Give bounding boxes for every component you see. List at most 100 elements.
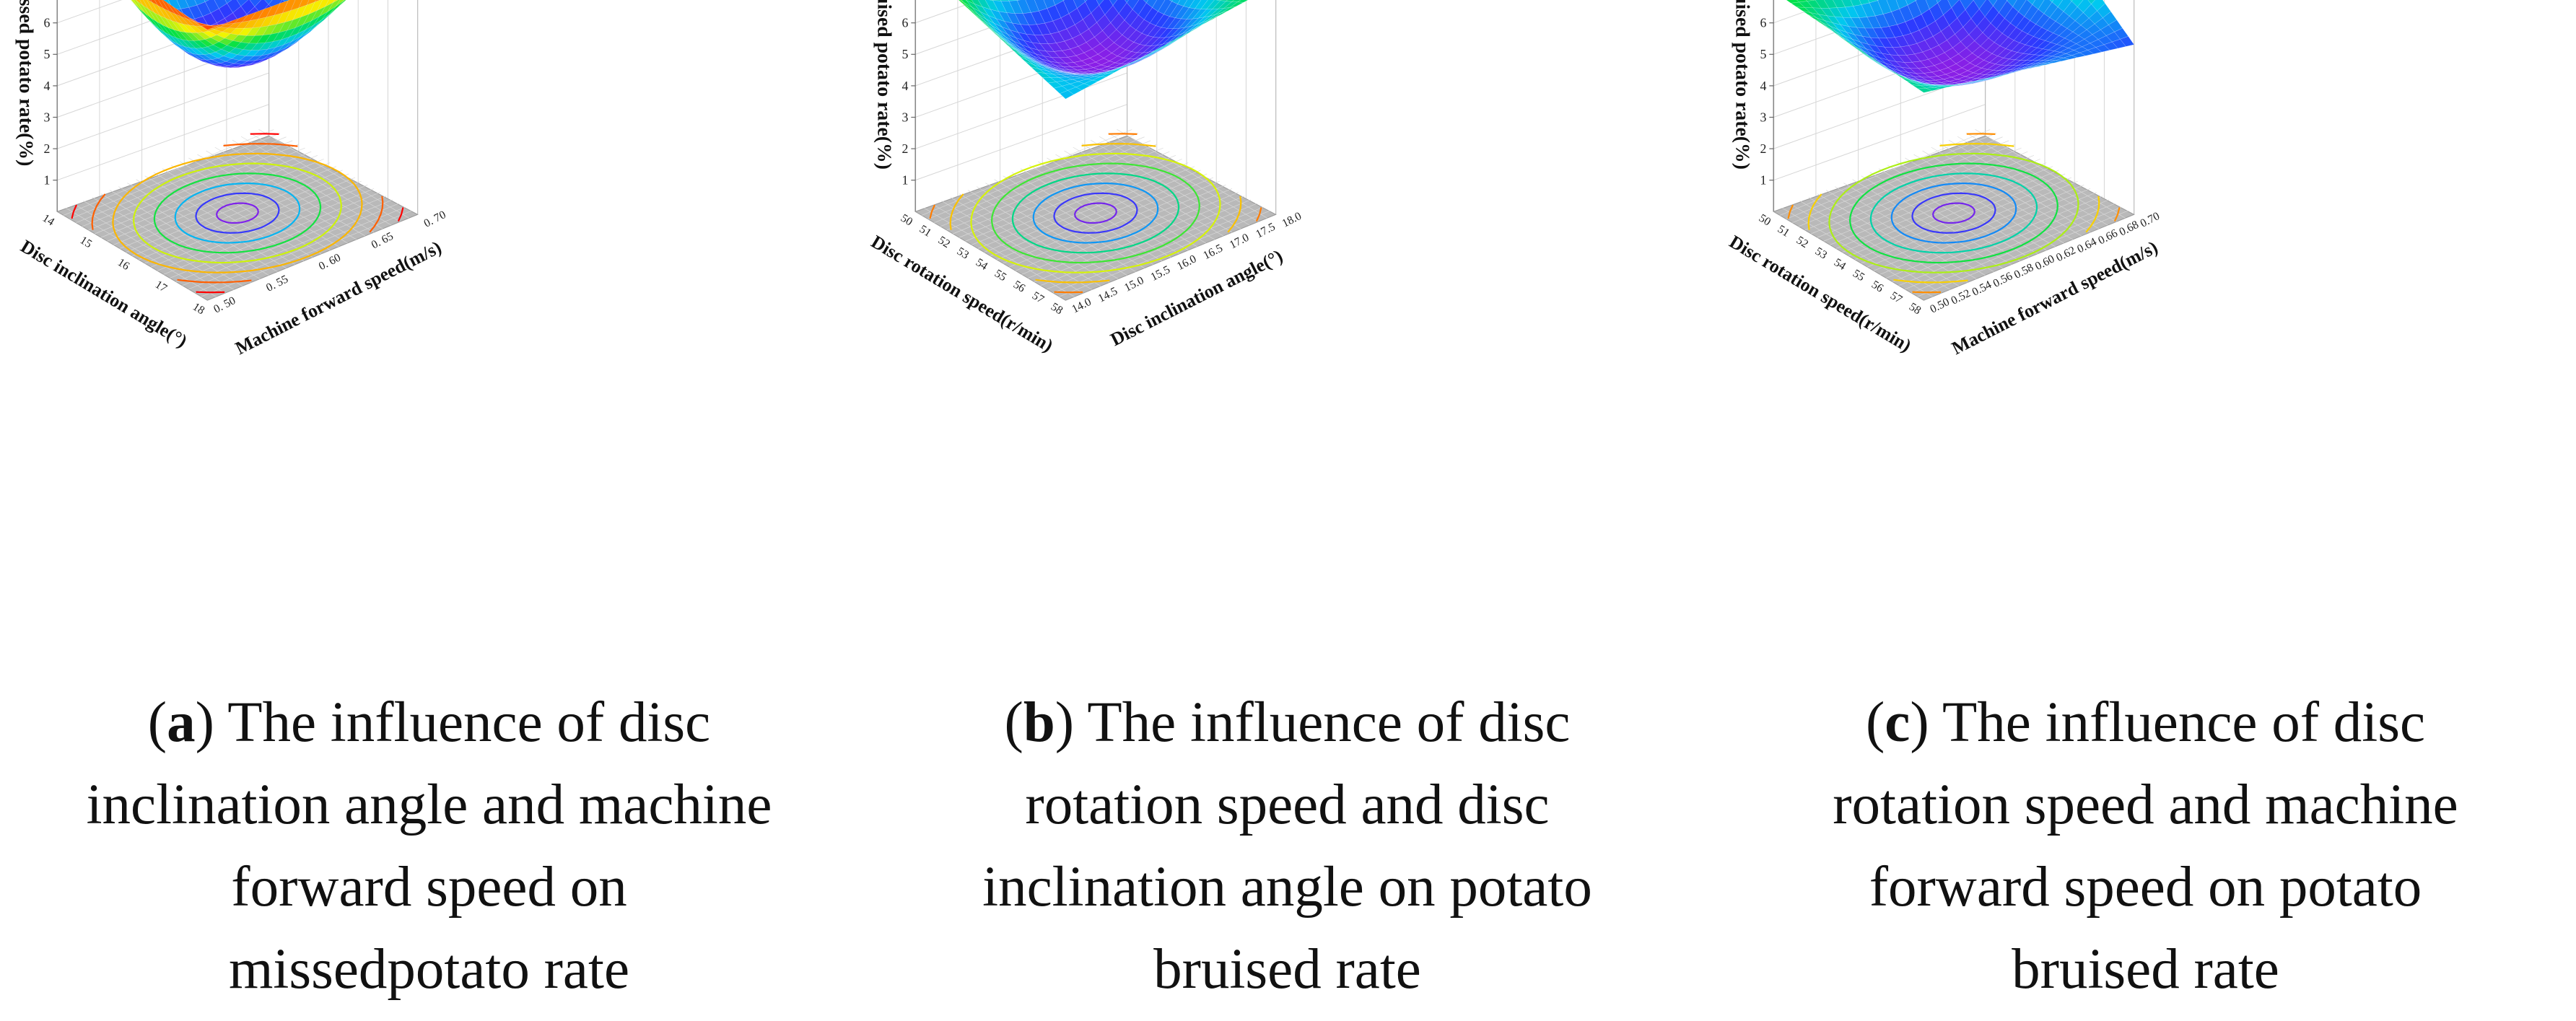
x-tick-label: 15 bbox=[78, 234, 95, 250]
y-tick-label: 0.50 bbox=[1928, 296, 1951, 316]
contour-level bbox=[1787, 133, 2121, 294]
contour-level bbox=[1869, 172, 2038, 254]
contour-level bbox=[174, 182, 301, 244]
contour-level bbox=[1848, 162, 2058, 264]
plot-group: 123456789Bruised potato rate(%)505152535… bbox=[1726, 0, 2162, 359]
contour-level bbox=[1053, 192, 1138, 234]
contour-level bbox=[929, 133, 1262, 294]
contour-level bbox=[153, 172, 322, 254]
contour-level bbox=[91, 143, 384, 284]
z-tick-label: 6 bbox=[43, 16, 50, 30]
caption-c-letter: c bbox=[1885, 691, 1911, 754]
caption-c-line-4: bruised rate bbox=[2012, 938, 2279, 1001]
z-tick-label: 1 bbox=[1760, 173, 1766, 188]
x-tick-label: 53 bbox=[1813, 245, 1830, 262]
caption-a-line-1: The influence of disc bbox=[227, 691, 711, 754]
contour-level bbox=[195, 192, 280, 234]
z-axis-title: Bruised potato rate(%) bbox=[873, 0, 896, 170]
x-tick-label: 18 bbox=[191, 301, 207, 317]
floor-mesh bbox=[63, 129, 412, 297]
x-tick-label: 14 bbox=[40, 212, 57, 229]
x-tick-label: 58 bbox=[1049, 301, 1065, 317]
caption-c: (c) The influence of disc rotation speed… bbox=[1833, 691, 2458, 1001]
x-tick-label: 56 bbox=[1011, 279, 1028, 295]
contour-level bbox=[1011, 172, 1180, 254]
z-tick-label: 6 bbox=[1760, 16, 1766, 30]
y-tick-label: 0. 50 bbox=[211, 294, 237, 316]
surface-chart-b: 123456789Bruised potato rate(%)505152535… bbox=[868, 0, 1304, 356]
z-tick-label: 4 bbox=[901, 79, 908, 93]
contour-level bbox=[112, 152, 363, 273]
caption-b-line-4: bruised rate bbox=[1153, 938, 1421, 1001]
z-tick-label: 4 bbox=[1760, 79, 1766, 93]
z-tick-label: 2 bbox=[43, 141, 50, 156]
x-tick-label: 17 bbox=[153, 279, 170, 295]
caption-a-letter: a bbox=[167, 691, 196, 754]
contour-level bbox=[1074, 202, 1117, 224]
y-tick-label: 0.58 bbox=[2012, 261, 2035, 281]
z-axis-title: Bruised potato rate(%) bbox=[1732, 0, 1754, 170]
contour-level bbox=[970, 152, 1221, 273]
contour-level bbox=[1932, 202, 1975, 224]
y-tick-label: 0.68 bbox=[2118, 219, 2141, 239]
caption-a-line-3: forward speed on bbox=[231, 856, 627, 919]
y-tick-label: 0. 65 bbox=[370, 230, 396, 252]
y-tick-label: 0.66 bbox=[2096, 227, 2119, 247]
x-tick-label: 52 bbox=[936, 234, 953, 250]
z-tick-label: 5 bbox=[1760, 47, 1766, 61]
panel-c: 123456789Bruised potato rate(%)505152535… bbox=[1716, 0, 2575, 1021]
caption-c-line-2: rotation speed and machine bbox=[1833, 774, 2458, 836]
z-tick-label: 1 bbox=[43, 173, 50, 188]
surface-chart-c: 123456789Bruised potato rate(%)505152535… bbox=[1726, 0, 2162, 359]
z-tick-label: 3 bbox=[901, 110, 908, 124]
z-tick-label: 1 bbox=[901, 173, 908, 188]
caption-b: (b) The influence of disc rotation speed… bbox=[982, 691, 1592, 1001]
x-tick-label: 51 bbox=[917, 223, 933, 240]
y-tick-label: 0. 55 bbox=[264, 273, 290, 294]
caption-a: (a) The influence of disc inclination an… bbox=[86, 691, 772, 1001]
y-tick-label: 0.62 bbox=[2054, 244, 2077, 264]
x-tick-label: 56 bbox=[1869, 279, 1886, 295]
surface bbox=[130, 0, 346, 68]
z-tick-label: 2 bbox=[1760, 141, 1766, 156]
y-tick-label: 16.0 bbox=[1175, 253, 1198, 273]
x-tick-label: 53 bbox=[955, 245, 972, 262]
caption-b-line-1: The influence of disc bbox=[1087, 691, 1571, 754]
x-tick-label: 51 bbox=[1776, 223, 1791, 240]
z-tick-label: 5 bbox=[901, 47, 908, 61]
y-tick-label: 0.54 bbox=[1970, 279, 1994, 299]
y-tick-label: 15.5 bbox=[1149, 263, 1172, 284]
contour-lines bbox=[1787, 133, 2121, 294]
contour-level bbox=[1807, 143, 2100, 284]
contour-level bbox=[132, 162, 342, 264]
contour-lines bbox=[71, 133, 404, 294]
contour-lines bbox=[929, 133, 1262, 294]
x-tick-label: 50 bbox=[899, 212, 915, 229]
z-tick-label: 4 bbox=[43, 79, 50, 93]
caption-b-line-2: rotation speed and disc bbox=[1025, 774, 1550, 836]
contour-level bbox=[949, 143, 1242, 284]
y-tick-label: 14.5 bbox=[1096, 285, 1119, 305]
caption-c-line-3: forward speed on potato bbox=[1869, 856, 2422, 919]
plot-group: 123456789Bruised potato rate(%)505152535… bbox=[868, 0, 1304, 356]
contour-level bbox=[990, 162, 1200, 264]
y-tick-label: 0. 70 bbox=[422, 209, 448, 230]
y-tick-label: 17.0 bbox=[1228, 232, 1251, 252]
panel-a: 123456789Missed potato rate(%)1415161718… bbox=[0, 0, 858, 1021]
caption-b-letter: b bbox=[1023, 691, 1055, 754]
z-tick-label: 2 bbox=[901, 141, 908, 156]
y-tick-label: 0.56 bbox=[1991, 270, 2014, 290]
x-tick-label: 57 bbox=[1030, 289, 1047, 306]
x-tick-label: 52 bbox=[1794, 234, 1811, 250]
caption-a-line-2: inclination angle and machine bbox=[86, 774, 772, 836]
surface bbox=[958, 0, 1249, 100]
contour-level bbox=[216, 202, 259, 224]
contour-level bbox=[1911, 192, 1996, 234]
x-tick-label: 54 bbox=[1832, 256, 1848, 273]
y-tick-label: 14.0 bbox=[1070, 296, 1093, 316]
caption-a-line-4: missedpotato rate bbox=[228, 938, 630, 1001]
y-tick-label: 0.60 bbox=[2033, 253, 2056, 273]
y-tick-label: 0. 60 bbox=[317, 252, 343, 273]
z-tick-label: 3 bbox=[43, 110, 50, 124]
y-tick-label: 15.0 bbox=[1122, 274, 1145, 294]
